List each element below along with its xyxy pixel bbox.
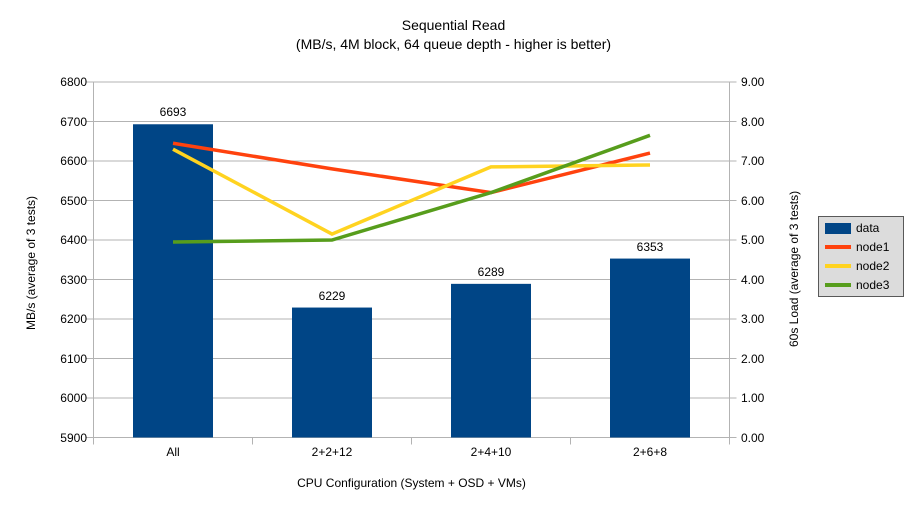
bar-value-label: 6289 bbox=[477, 264, 505, 279]
right-axis-tick-label: 9.00 bbox=[741, 75, 765, 89]
left-axis-tick-label: 6500 bbox=[60, 193, 87, 208]
legend-swatch-node3 bbox=[825, 282, 851, 287]
legend-label: node1 bbox=[856, 240, 890, 255]
left-axis-tick-label: 6200 bbox=[60, 312, 87, 326]
legend-item-node2: node2 bbox=[819, 259, 903, 273]
right-axis-tick-label: 0.00 bbox=[741, 430, 765, 445]
right-axis-tick-label: 3.00 bbox=[741, 312, 765, 326]
x-axis-title: CPU Configuration (System + OSD + VMs) bbox=[297, 476, 526, 490]
line-node3 bbox=[172, 133, 651, 244]
category-label: All bbox=[166, 445, 180, 459]
line-node1 bbox=[172, 141, 651, 195]
bar-data-2+6+8 bbox=[610, 258, 690, 438]
category-label: 2+2+12 bbox=[311, 445, 353, 459]
left-axis-title: MB/s (average of 3 tests) bbox=[24, 195, 38, 330]
left-axis-tick-label: 6300 bbox=[60, 272, 87, 287]
legend-label: data bbox=[856, 221, 880, 236]
bar-value-label: 6693 bbox=[159, 105, 187, 120]
legend-label: node2 bbox=[856, 258, 890, 273]
chart-title: Sequential Read bbox=[401, 17, 506, 33]
right-axis-tick-label: 6.00 bbox=[741, 193, 765, 208]
bar-value-label: 6353 bbox=[636, 239, 664, 254]
right-axis-tick-label: 7.00 bbox=[741, 154, 765, 168]
legend-swatch-node2 bbox=[825, 263, 851, 268]
left-axis-tick-label: 6000 bbox=[60, 391, 87, 405]
left-axis-tick-label: 6800 bbox=[60, 75, 87, 89]
legend-item-node1: node1 bbox=[819, 240, 903, 254]
bar-data-2+4+10 bbox=[451, 283, 531, 438]
legend-label: node3 bbox=[856, 277, 890, 292]
right-axis-tick-label: 5.00 bbox=[741, 233, 765, 247]
right-axis-tick-label: 1.00 bbox=[741, 391, 765, 405]
legend-item-data: data bbox=[819, 221, 903, 235]
bar-data-All bbox=[133, 124, 213, 438]
legend-swatch-data bbox=[825, 222, 851, 234]
left-axis-tick-label: 5900 bbox=[60, 430, 87, 445]
left-axis-tick-label: 6400 bbox=[60, 233, 87, 247]
left-axis-tick-label: 6600 bbox=[60, 154, 87, 168]
legend-item-node3: node3 bbox=[819, 278, 903, 292]
legend-swatch-node1 bbox=[825, 245, 851, 250]
chart-subtitle: (MB/s, 4M block, 64 queue depth - higher… bbox=[295, 36, 612, 52]
bar-value-label: 6229 bbox=[318, 288, 346, 303]
legend: data node1 node2 node3 bbox=[818, 216, 904, 297]
right-axis-tick-label: 4.00 bbox=[741, 272, 765, 287]
left-axis-tick-label: 6100 bbox=[60, 351, 87, 366]
category-label: 2+6+8 bbox=[632, 445, 668, 459]
right-axis-tick-label: 2.00 bbox=[741, 351, 765, 366]
right-axis-tick-label: 8.00 bbox=[741, 114, 765, 129]
line-node2 bbox=[172, 147, 651, 237]
category-label: 2+4+10 bbox=[470, 445, 512, 459]
bar-data-2+2+12 bbox=[292, 307, 372, 438]
left-axis-tick-label: 6700 bbox=[60, 114, 87, 129]
